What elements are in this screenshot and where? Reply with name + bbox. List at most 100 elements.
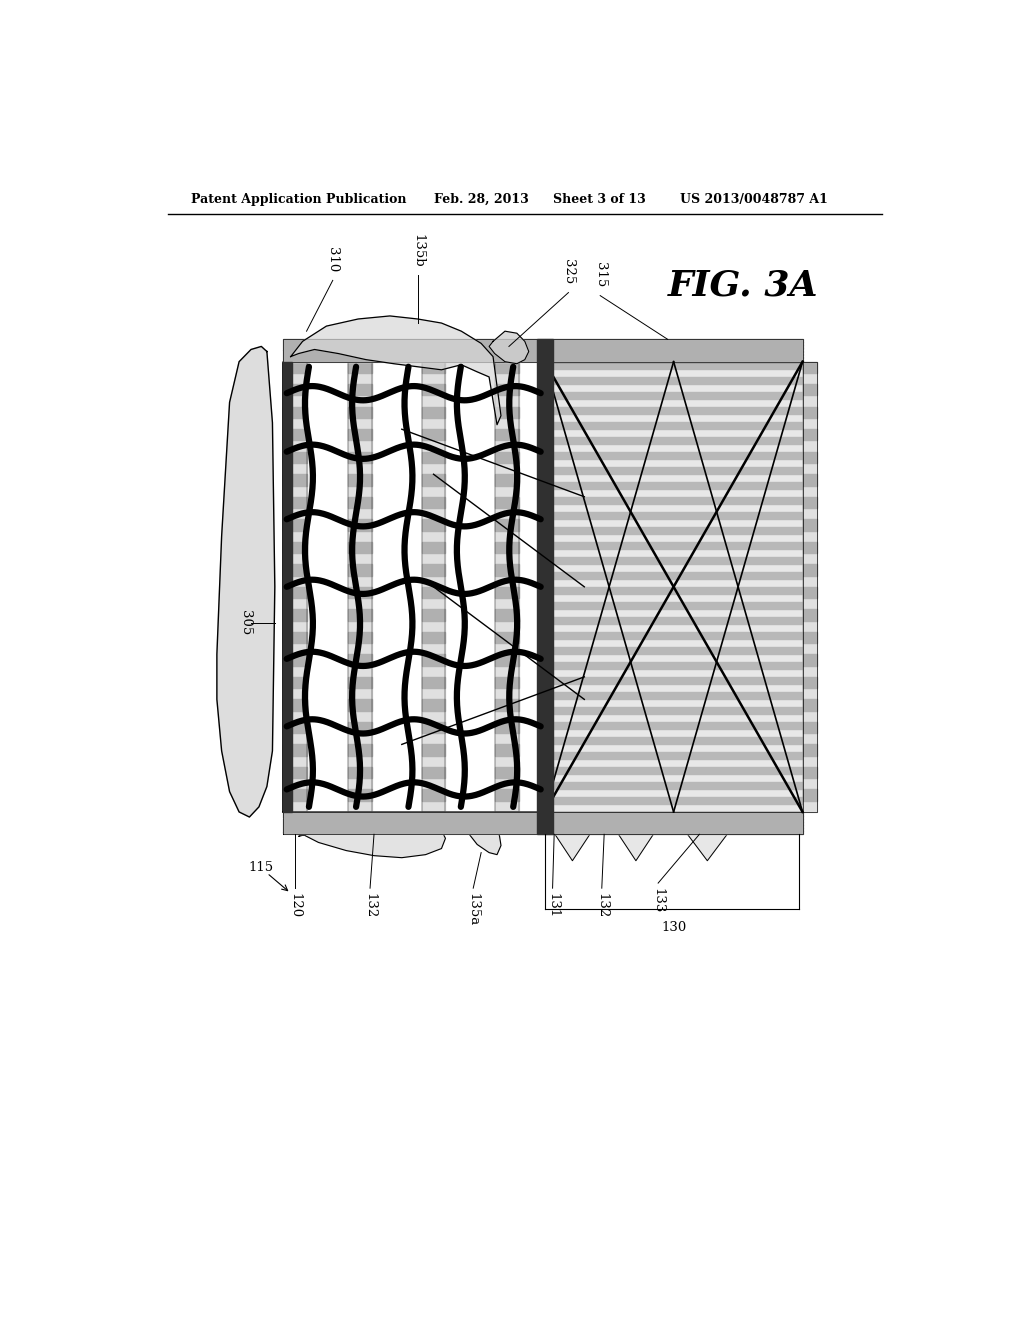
Polygon shape xyxy=(496,362,519,812)
Polygon shape xyxy=(545,708,803,714)
Polygon shape xyxy=(545,752,803,759)
Polygon shape xyxy=(687,814,727,861)
Polygon shape xyxy=(283,429,306,441)
Polygon shape xyxy=(803,362,817,812)
Polygon shape xyxy=(545,572,803,579)
Polygon shape xyxy=(422,700,445,710)
Polygon shape xyxy=(803,429,817,441)
Polygon shape xyxy=(348,767,372,779)
Polygon shape xyxy=(803,700,817,710)
Text: 133: 133 xyxy=(651,888,665,913)
Polygon shape xyxy=(283,655,306,665)
Polygon shape xyxy=(422,362,445,812)
Polygon shape xyxy=(803,451,817,463)
Polygon shape xyxy=(803,744,817,755)
Text: 130: 130 xyxy=(660,921,686,933)
Polygon shape xyxy=(283,362,306,374)
Polygon shape xyxy=(283,519,306,531)
Polygon shape xyxy=(465,824,501,854)
Polygon shape xyxy=(283,564,306,576)
Polygon shape xyxy=(496,474,519,486)
Polygon shape xyxy=(283,362,292,812)
Text: 120: 120 xyxy=(288,894,301,919)
Polygon shape xyxy=(283,767,306,779)
Text: 310: 310 xyxy=(327,247,339,272)
Text: 132: 132 xyxy=(364,894,377,919)
Polygon shape xyxy=(496,632,519,643)
Polygon shape xyxy=(348,407,372,418)
Polygon shape xyxy=(803,384,817,396)
Text: Patent Application Publication: Patent Application Publication xyxy=(191,193,407,206)
Polygon shape xyxy=(496,587,519,598)
Polygon shape xyxy=(283,677,306,688)
Polygon shape xyxy=(348,677,372,688)
Polygon shape xyxy=(545,437,803,445)
Polygon shape xyxy=(545,527,803,535)
Polygon shape xyxy=(545,692,803,700)
Polygon shape xyxy=(291,315,501,425)
Polygon shape xyxy=(348,655,372,665)
Polygon shape xyxy=(422,610,445,620)
Polygon shape xyxy=(555,814,590,861)
Polygon shape xyxy=(496,677,519,688)
Polygon shape xyxy=(496,700,519,710)
Polygon shape xyxy=(803,655,817,665)
Polygon shape xyxy=(545,421,803,429)
Polygon shape xyxy=(283,700,306,710)
Polygon shape xyxy=(283,632,306,643)
Polygon shape xyxy=(545,362,803,370)
Polygon shape xyxy=(283,362,545,812)
Text: Sheet 3 of 13: Sheet 3 of 13 xyxy=(553,193,645,206)
Polygon shape xyxy=(422,744,445,755)
Polygon shape xyxy=(283,384,306,396)
Polygon shape xyxy=(545,661,803,669)
Polygon shape xyxy=(489,331,528,364)
Polygon shape xyxy=(348,744,372,755)
Polygon shape xyxy=(803,789,817,801)
Text: 131: 131 xyxy=(546,894,559,919)
Polygon shape xyxy=(496,541,519,553)
Polygon shape xyxy=(348,451,372,463)
Polygon shape xyxy=(422,451,445,463)
Polygon shape xyxy=(545,616,803,624)
Text: 135b: 135b xyxy=(412,234,424,267)
Polygon shape xyxy=(496,362,519,374)
Polygon shape xyxy=(422,587,445,598)
Polygon shape xyxy=(496,744,519,755)
Polygon shape xyxy=(283,339,545,362)
Polygon shape xyxy=(803,632,817,643)
Text: 115: 115 xyxy=(249,862,273,874)
Polygon shape xyxy=(545,602,803,610)
Polygon shape xyxy=(422,632,445,643)
Polygon shape xyxy=(803,587,817,598)
Polygon shape xyxy=(545,339,803,362)
Polygon shape xyxy=(348,384,372,396)
Polygon shape xyxy=(803,610,817,620)
Polygon shape xyxy=(803,677,817,688)
Polygon shape xyxy=(496,767,519,779)
Text: 305: 305 xyxy=(239,610,252,635)
Polygon shape xyxy=(545,467,803,474)
Polygon shape xyxy=(422,677,445,688)
Polygon shape xyxy=(545,376,803,384)
Polygon shape xyxy=(348,700,372,710)
Polygon shape xyxy=(803,496,817,508)
Polygon shape xyxy=(803,474,817,486)
Polygon shape xyxy=(422,407,445,418)
Polygon shape xyxy=(545,512,803,519)
Polygon shape xyxy=(496,789,519,801)
Polygon shape xyxy=(348,789,372,801)
Text: Feb. 28, 2013: Feb. 28, 2013 xyxy=(433,193,528,206)
Polygon shape xyxy=(422,655,445,665)
Polygon shape xyxy=(348,541,372,553)
Polygon shape xyxy=(496,407,519,418)
Polygon shape xyxy=(803,767,817,779)
Polygon shape xyxy=(348,362,372,812)
Polygon shape xyxy=(348,722,372,733)
Polygon shape xyxy=(422,767,445,779)
Polygon shape xyxy=(803,519,817,531)
Polygon shape xyxy=(496,564,519,576)
Polygon shape xyxy=(545,767,803,775)
Polygon shape xyxy=(803,407,817,418)
Polygon shape xyxy=(496,496,519,508)
